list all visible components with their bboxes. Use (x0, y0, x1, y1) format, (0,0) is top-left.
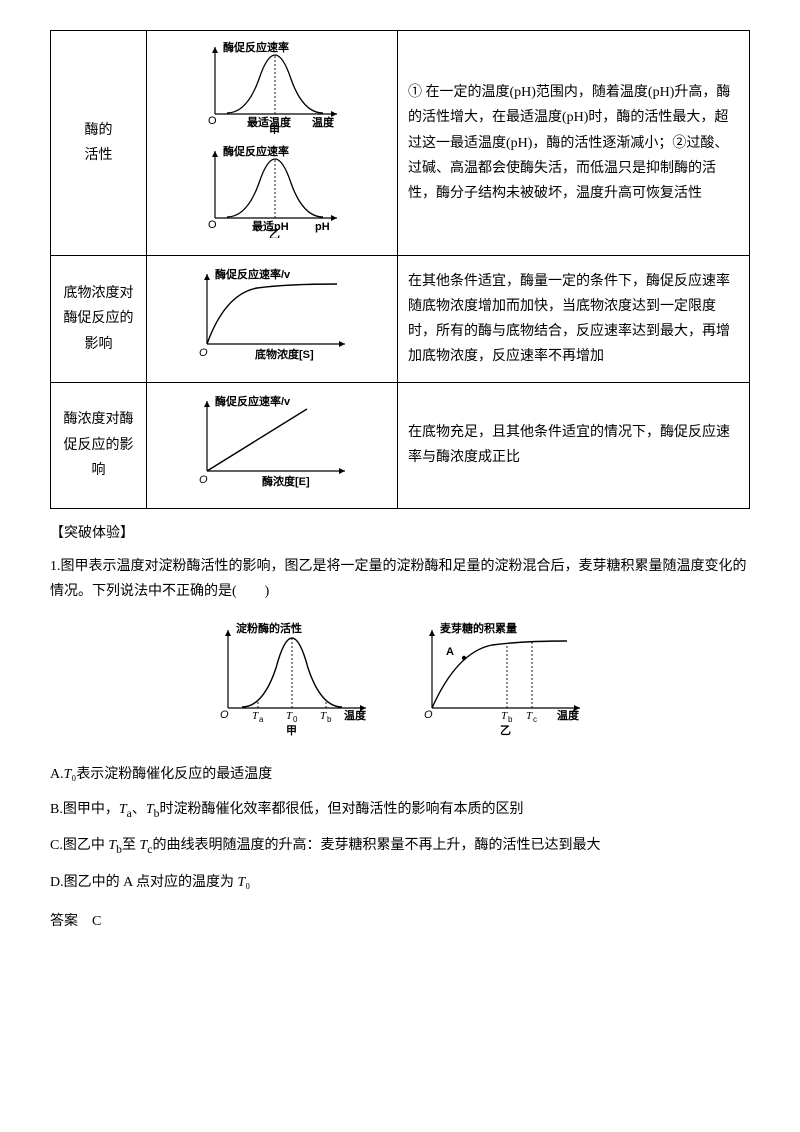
table-row: 酶的活性 酶促反应速率 O 最适温度 温度 甲 (51, 31, 750, 256)
svg-text:酶促反应速率/v: 酶促反应速率/v (215, 394, 291, 408)
svg-text:O: O (220, 709, 229, 721)
svg-text:O: O (199, 347, 208, 359)
svg-text:底物浓度[S]: 底物浓度[S] (255, 347, 314, 361)
question-stem: 1.图甲表示温度对淀粉酶活性的影响，图乙是将一定量的淀粉酶和足量的淀粉混合后，麦… (50, 554, 750, 604)
row3-desc: 在底物充足，且其他条件适宜的情况下，酶促反应速率与酶浓度成正比 (398, 382, 750, 508)
row3-label: 酶浓度对酶促反应的影响 (51, 382, 147, 508)
options: A.T₀表示淀粉酶催化反应的最适温度 B.图甲中，Ta、Tb时淀粉酶催化效率都很… (50, 762, 750, 896)
svg-text:乙: 乙 (500, 724, 511, 737)
option-d: D.图乙中的 A 点对应的温度为 T₀ (50, 870, 750, 895)
svg-text:A: A (446, 646, 454, 658)
enzyme-table: 酶的活性 酶促反应速率 O 最适温度 温度 甲 (50, 30, 750, 509)
table-row: 酶浓度对酶促反应的影响 酶促反应速率/v O 酶浓度[E] 在底物充足，且其他条… (51, 382, 750, 508)
row2-desc: 在其他条件适宜，酶量一定的条件下，酶促反应速率随底物浓度增加而加快，当底物浓度达… (398, 256, 750, 382)
svg-text:b: b (327, 715, 332, 724)
bell-curve-ph: 酶促反应速率 O 最适pH pH 乙 (197, 143, 347, 247)
svg-text:温度: 温度 (557, 708, 580, 722)
fig-yi: A 麦芽糖的积累量 O Tb Tc 温度 乙 (412, 618, 592, 747)
svg-text:T: T (526, 710, 533, 722)
svg-text:甲: 甲 (286, 724, 297, 737)
row1-graphs: 酶促反应速率 O 最适温度 温度 甲 酶促反应速率 O 最适pH (147, 31, 398, 256)
svg-text:酶促反应速率: 酶促反应速率 (223, 144, 289, 158)
row2-label: 底物浓度对酶促反应的影响 (51, 256, 147, 382)
option-b: B.图甲中，Ta、Tb时淀粉酶催化效率都很低，但对酶活性的影响有本质的区别 (50, 797, 750, 824)
linear-curve: 酶促反应速率/v O 酶浓度[E] (187, 391, 357, 500)
answer-line: 答案 C (50, 909, 750, 934)
table-row: 底物浓度对酶促反应的影响 酶促反应速率/v O 底物浓度[S] 在其他条件适宜，… (51, 256, 750, 382)
svg-text:O: O (424, 709, 433, 721)
svg-text:乙: 乙 (269, 228, 280, 238)
question-figures: 淀粉酶的活性 O Ta T0 Tb 温度 甲 A 麦芽糖的积累量 O Tb Tc… (50, 618, 750, 747)
row1-label: 酶的活性 (51, 31, 147, 256)
svg-text:温度: 温度 (344, 708, 367, 722)
ylabel: 酶促反应速率 (223, 40, 289, 54)
svg-text:T: T (286, 710, 293, 722)
svg-text:pH: pH (315, 221, 330, 233)
option-c: C.图乙中 Tb至 Tc的曲线表明随温度的升高：麦芽糖积累量不再上升，酶的活性已… (50, 833, 750, 860)
svg-text:甲: 甲 (269, 124, 280, 134)
svg-text:O: O (208, 219, 217, 231)
svg-text:酶浓度[E]: 酶浓度[E] (262, 474, 310, 488)
svg-text:c: c (533, 715, 537, 724)
svg-text:淀粉酶的活性: 淀粉酶的活性 (236, 621, 302, 635)
svg-text:T: T (320, 710, 327, 722)
svg-text:酶促反应速率/v: 酶促反应速率/v (215, 267, 291, 281)
svg-text:b: b (508, 715, 513, 724)
svg-text:T: T (252, 710, 259, 722)
question-number: 1. (50, 559, 61, 574)
svg-text:O: O (199, 474, 208, 486)
row2-graph: 酶促反应速率/v O 底物浓度[S] (147, 256, 398, 382)
row3-graph: 酶促反应速率/v O 酶浓度[E] (147, 382, 398, 508)
svg-text:麦芽糖的积累量: 麦芽糖的积累量 (440, 621, 517, 635)
svg-text:a: a (259, 715, 264, 724)
section-label: 【突破体验】 (50, 521, 750, 546)
svg-text:0: 0 (293, 715, 298, 724)
fig-jia: 淀粉酶的活性 O Ta T0 Tb 温度 甲 (208, 618, 378, 747)
bell-curve-temp: 酶促反应速率 O 最适温度 温度 甲 (197, 39, 347, 143)
option-a: A.T₀表示淀粉酶催化反应的最适温度 (50, 762, 750, 787)
svg-text:O: O (208, 115, 217, 127)
svg-text:T: T (501, 710, 508, 722)
saturation-curve: 酶促反应速率/v O 底物浓度[S] (187, 264, 357, 373)
row1-desc: ① 在一定的温度(pH)范围内，随着温度(pH)升高，酶的活性增大，在最适温度(… (398, 31, 750, 256)
xlabel: 温度 (312, 115, 335, 129)
